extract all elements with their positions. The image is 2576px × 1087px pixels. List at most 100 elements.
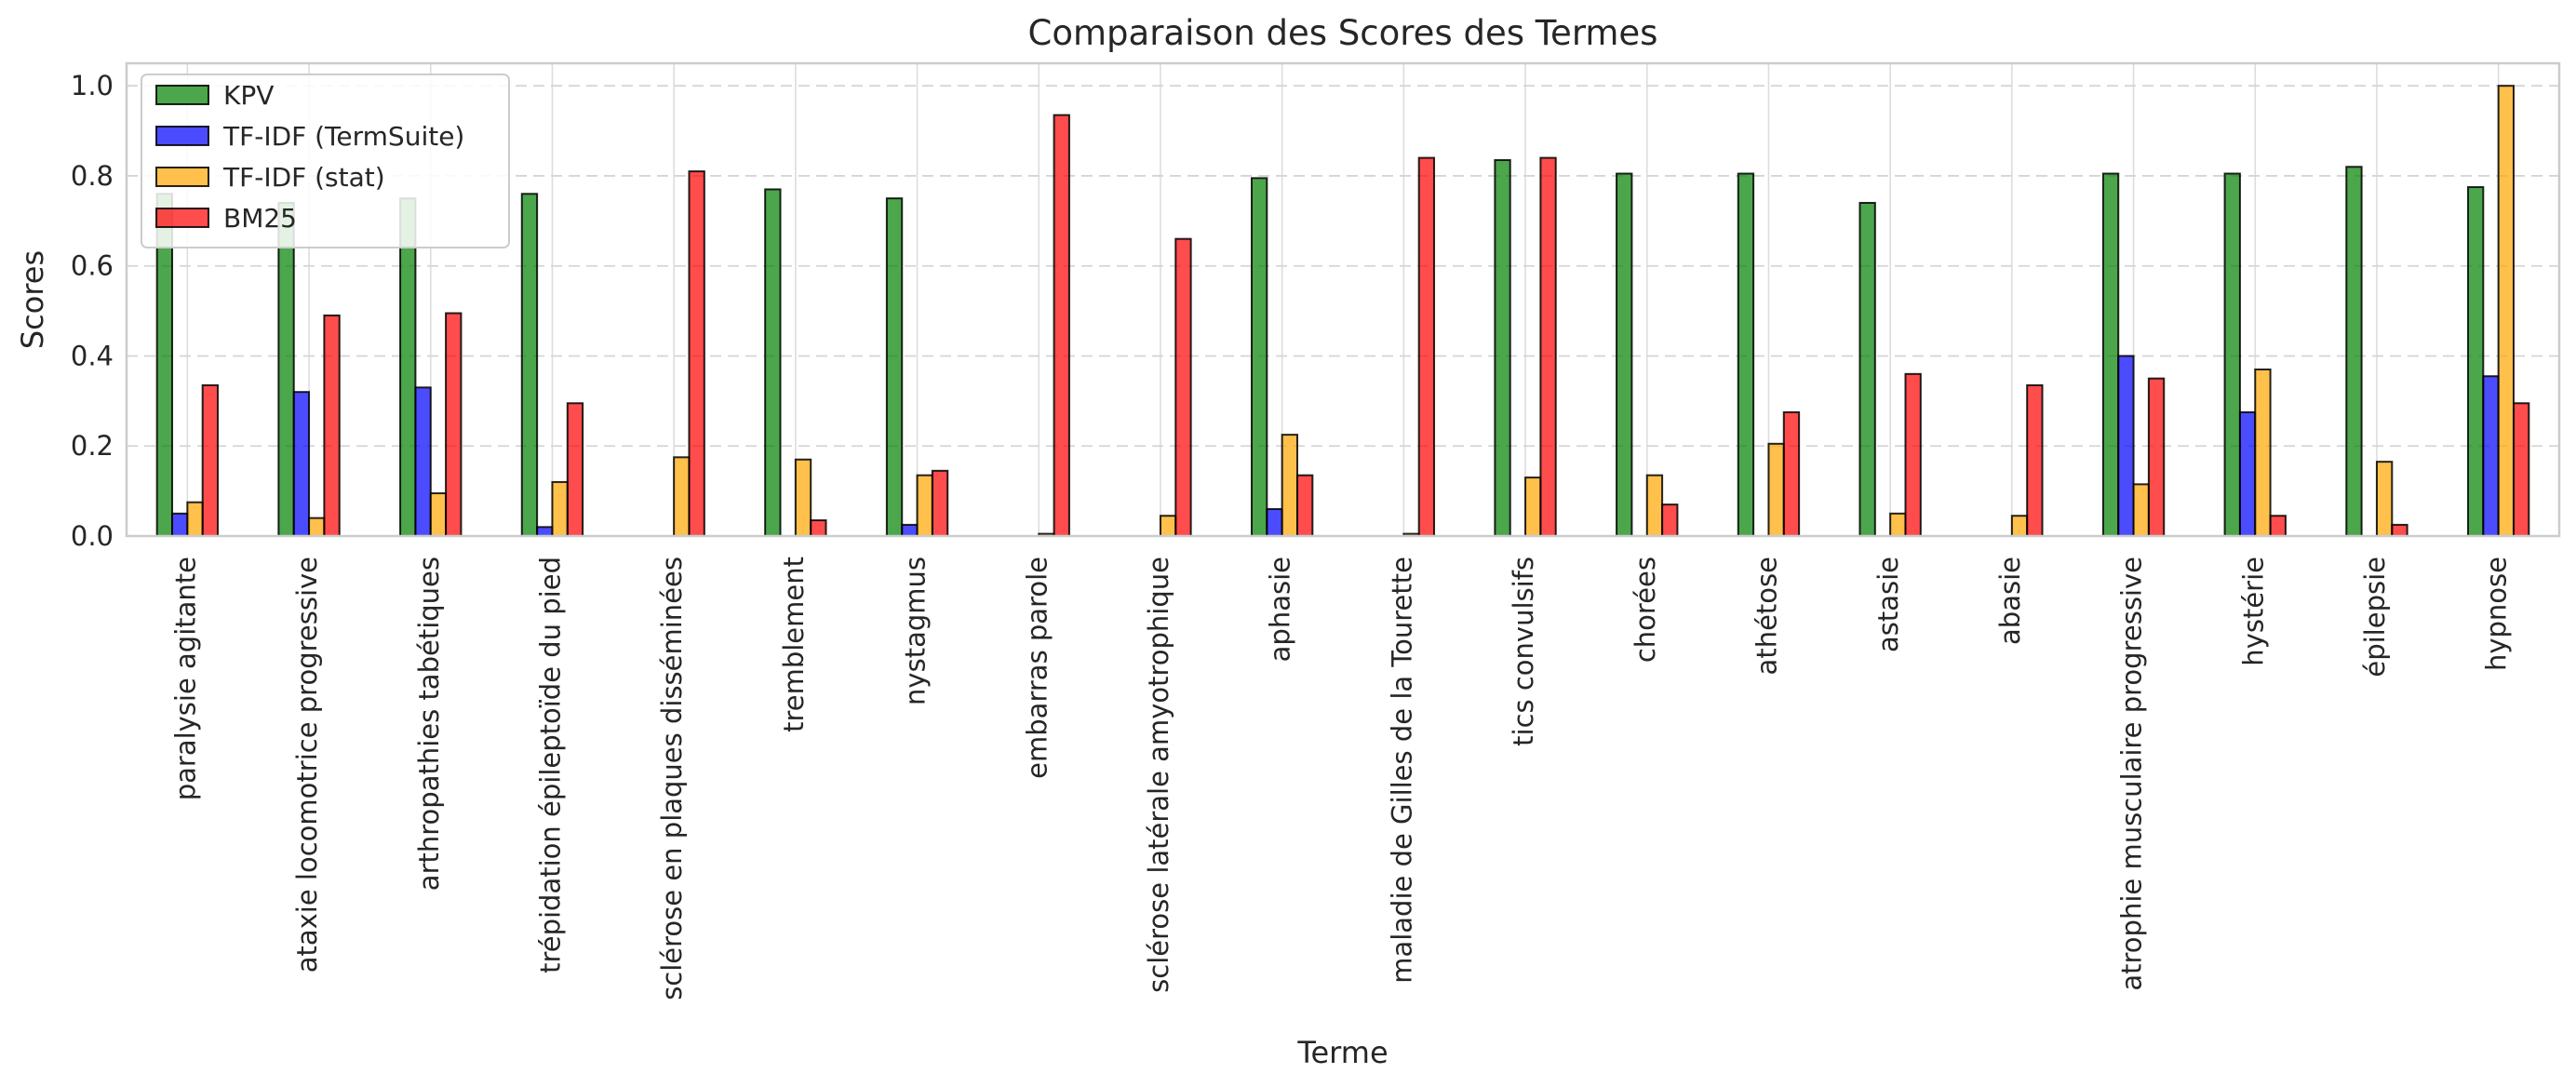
bar-tf-idf-stat-6 xyxy=(916,474,933,537)
y-tick-label: 0.0 xyxy=(71,520,114,552)
bar-bm25-13 xyxy=(1782,410,1801,538)
bar-tf-idf-stat-13 xyxy=(1767,442,1785,538)
x-tick-label: arthropathies tabétiques xyxy=(413,557,445,891)
bar-tf-idf-termsuite-0 xyxy=(171,512,189,537)
bar-bm25-4 xyxy=(688,170,705,537)
bar-tf-idf-stat-4 xyxy=(673,456,691,538)
bar-tf-idf-termsuite-19 xyxy=(2482,375,2500,537)
bar-bm25-7 xyxy=(1053,114,1070,537)
x-tick-label: hypnose xyxy=(2481,557,2513,671)
y-tick-label: 0.4 xyxy=(71,340,114,371)
legend-label: BM25 xyxy=(223,203,297,234)
bar-bm25-2 xyxy=(445,312,463,537)
legend-swatch xyxy=(155,208,209,228)
bar-tf-idf-termsuite-17 xyxy=(2238,410,2257,538)
bar-bm25-18 xyxy=(2391,523,2408,538)
y-axis-title: Scores xyxy=(15,250,50,349)
bar-bm25-16 xyxy=(2147,377,2166,537)
chart-title: Comparaison des Scores des Termes xyxy=(1028,13,1658,53)
bar-tf-idf-stat-17 xyxy=(2254,368,2272,537)
x-tick-label: hystérie xyxy=(2237,557,2269,666)
y-tick-label: 0.6 xyxy=(71,250,114,282)
bar-bm25-1 xyxy=(323,314,341,537)
bar-tf-idf-termsuite-16 xyxy=(2117,355,2135,537)
bar-bm25-12 xyxy=(1661,503,1679,538)
bar-kpv-18 xyxy=(2345,166,2363,537)
legend-label: KPV xyxy=(223,80,274,111)
bar-tf-idf-termsuite-9 xyxy=(1266,507,1283,538)
x-tick-label: sclérose en plaques disséminées xyxy=(656,557,688,1000)
bar-tf-idf-stat-2 xyxy=(429,492,448,537)
bar-bm25-0 xyxy=(201,383,220,537)
bar-kpv-3 xyxy=(520,193,539,538)
bar-bm25-9 xyxy=(1295,474,1314,537)
x-tick-label: embarras parole xyxy=(1021,557,1053,779)
bar-tf-idf-termsuite-3 xyxy=(536,526,554,537)
bar-bm25-6 xyxy=(931,469,949,538)
y-tick-labels: 0.0 0.2 0.4 0.6 0.8 1.0 xyxy=(71,70,114,552)
x-tick-label: aphasie xyxy=(1265,557,1296,662)
y-tick-label: 1.0 xyxy=(71,70,114,101)
bar-kpv-5 xyxy=(764,188,782,537)
legend-swatch xyxy=(155,167,209,187)
x-tick-label: tremblement xyxy=(778,557,810,732)
legend-swatch xyxy=(155,85,209,105)
x-tick-label: tics convulsifs xyxy=(1508,557,1539,746)
bar-bm25-11 xyxy=(1539,156,1557,537)
x-tick-label: abasie xyxy=(1994,557,2026,645)
x-tick-label: maladie de Gilles de la Tourette xyxy=(1386,557,1417,984)
bar-bm25-17 xyxy=(2269,515,2287,538)
bar-kpv-19 xyxy=(2466,186,2485,538)
legend-label: TF-IDF (stat) xyxy=(222,162,385,193)
bar-tf-idf-stat-16 xyxy=(2132,483,2150,537)
bar-bm25-14 xyxy=(1904,372,1922,538)
bar-kpv-9 xyxy=(1250,177,1268,537)
bar-tf-idf-stat-14 xyxy=(1889,512,1907,537)
y-tick-label: 0.2 xyxy=(71,430,114,462)
bar-tf-idf-stat-15 xyxy=(2010,515,2029,538)
bar-kpv-1 xyxy=(277,201,295,537)
bar-bm25-5 xyxy=(810,519,827,537)
bar-tf-idf-termsuite-6 xyxy=(901,523,919,538)
bar-kpv-13 xyxy=(1737,172,1755,538)
bar-tf-idf-stat-9 xyxy=(1281,434,1298,537)
x-tick-label: ataxie locomotrice progressive xyxy=(291,557,323,973)
bar-tf-idf-stat-1 xyxy=(308,517,326,538)
bar-kpv-16 xyxy=(2101,172,2120,538)
legend-swatch xyxy=(155,126,209,146)
bar-kpv-2 xyxy=(399,197,417,537)
bar-bm25-3 xyxy=(566,402,584,537)
x-tick-label: épilepsie xyxy=(2359,557,2391,678)
bar-tf-idf-stat-8 xyxy=(1159,515,1177,538)
legend-box xyxy=(141,74,510,248)
bar-bm25-8 xyxy=(1174,237,1192,537)
x-tick-label: chorées xyxy=(1630,557,1661,663)
x-tick-label: athétose xyxy=(1751,557,1782,675)
bar-bm25-15 xyxy=(2026,383,2044,537)
bar-kpv-11 xyxy=(1494,159,1511,537)
y-tick-label: 0.8 xyxy=(71,160,114,192)
bar-tf-idf-stat-3 xyxy=(551,480,569,538)
bar-tf-idf-stat-0 xyxy=(186,501,204,538)
bar-tf-idf-termsuite-2 xyxy=(414,386,432,538)
legend: KPV TF-IDF (TermSuite) TF-IDF (stat) BM25 xyxy=(141,74,510,248)
x-tick-label: trépidation épileptoïde du pied xyxy=(534,557,566,973)
bar-tf-idf-termsuite-1 xyxy=(292,391,311,537)
x-tick-label: astasie xyxy=(1872,557,1904,652)
x-tick-label: sclérose latérale amyotrophique xyxy=(1143,557,1174,993)
legend-label: TF-IDF (TermSuite) xyxy=(222,121,464,152)
bar-tf-idf-stat-19 xyxy=(2497,85,2515,537)
x-tick-label: nystagmus xyxy=(900,557,932,705)
bar-kpv-17 xyxy=(2223,172,2241,538)
bar-kpv-12 xyxy=(1616,172,1633,538)
bar-kpv-6 xyxy=(885,197,904,537)
bar-kpv-14 xyxy=(1858,201,1876,537)
bar-bm25-19 xyxy=(2512,402,2530,537)
bar-tf-idf-stat-11 xyxy=(1524,476,1542,537)
bar-tf-idf-stat-18 xyxy=(2375,461,2394,537)
x-axis-title: Terme xyxy=(1296,1035,1388,1070)
x-tick-label: paralysie agitante xyxy=(169,557,201,800)
bar-bm25-10 xyxy=(1417,156,1436,537)
